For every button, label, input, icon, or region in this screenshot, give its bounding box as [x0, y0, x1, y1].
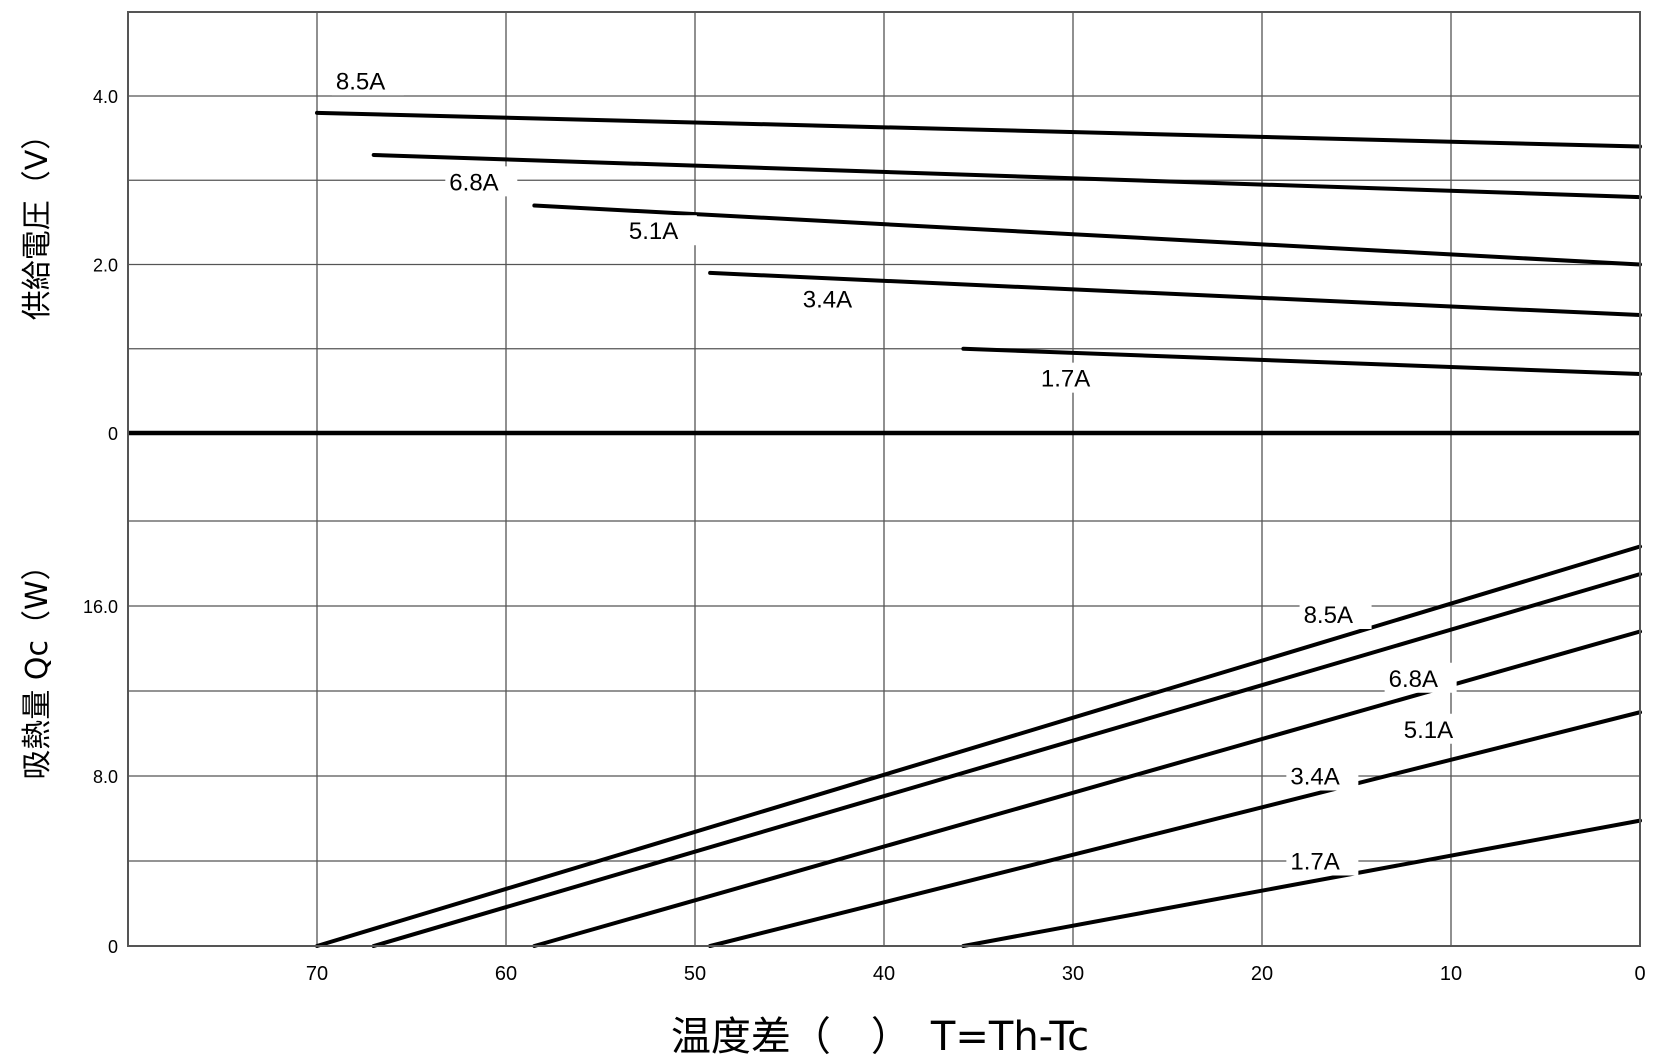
y-tick-label-voltage: 4.0	[93, 87, 118, 107]
x-tick-label: 70	[306, 963, 328, 985]
x-tick-label: 60	[495, 963, 517, 985]
x-tick-label: 50	[684, 963, 706, 985]
curve-label-top-8.5A: 8.5A	[336, 68, 385, 95]
x-tick-label: 30	[1062, 963, 1084, 985]
curve-label-bottom-5.1A: 5.1A	[1404, 717, 1453, 744]
y-tick-label-voltage: 0	[108, 424, 118, 444]
curve-label-bottom-1.7A: 1.7A	[1290, 849, 1339, 876]
x-axis-label: 温度差（ ） T=Th-Tc	[671, 1014, 1089, 1060]
curve-label-bottom-3.4A: 3.4A	[1290, 764, 1339, 791]
curve-label-top-5.1A: 5.1A	[629, 218, 678, 245]
x-tick-label: 10	[1440, 963, 1462, 985]
curve-label-bottom-8.5A: 8.5A	[1304, 602, 1353, 629]
curve-label-top-3.4A: 3.4A	[803, 286, 852, 313]
y-axis-label-voltage: 供給電圧（V）	[20, 120, 55, 321]
curve-label-bottom-6.8A: 6.8A	[1389, 666, 1438, 693]
x-tick-label: 40	[873, 963, 895, 985]
y-tick-label-heat: 8.0	[93, 767, 118, 787]
y-tick-label-heat: 16.0	[83, 597, 118, 617]
y-tick-label-heat: 0	[108, 937, 118, 957]
curve-label-top-1.7A: 1.7A	[1041, 366, 1090, 393]
curve-label-top-6.8A: 6.8A	[449, 169, 498, 196]
x-tick-label: 0	[1634, 963, 1645, 985]
x-tick-label: 20	[1251, 963, 1273, 985]
y-tick-label-voltage: 2.0	[93, 256, 118, 276]
y-axis-label-heat-absorption: 吸熱量 Qc（W）	[20, 550, 55, 779]
